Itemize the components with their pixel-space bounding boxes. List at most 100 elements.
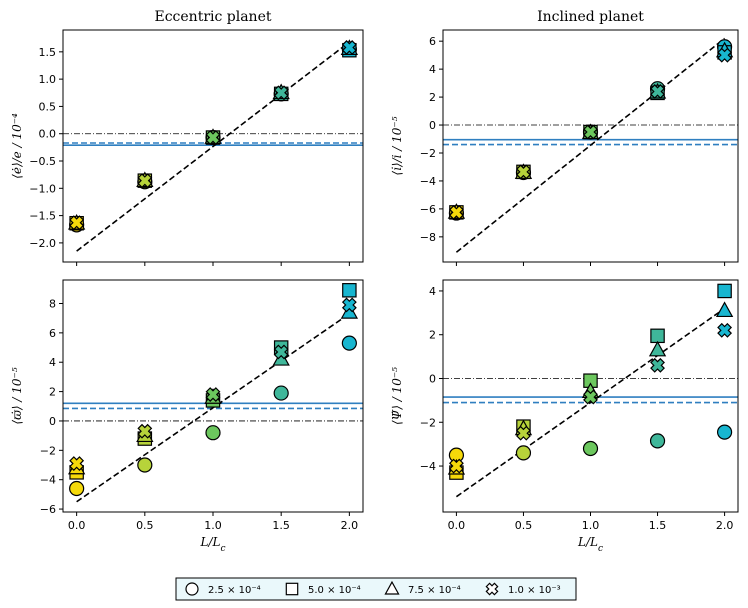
y-tick-label: 0 xyxy=(429,372,436,385)
y-tick-label: 0.0 xyxy=(39,128,57,141)
y-tick-label: −2 xyxy=(40,444,56,457)
y-axis-label: ⟨ϖ̇⟩ / 10⁻⁵ xyxy=(10,367,24,424)
y-tick-label: −2.0 xyxy=(29,237,56,250)
legend-label: 7.5 × 10⁻⁴ xyxy=(408,585,461,596)
data-point-circle-3 xyxy=(273,385,289,401)
y-tick-label: −1.0 xyxy=(29,182,56,195)
data-point-circle-2 xyxy=(582,440,599,457)
x-tick-label: 2.0 xyxy=(716,519,734,532)
data-point-x-0 xyxy=(448,204,464,220)
data-point-x-0 xyxy=(448,458,464,474)
y-tick-label: 6 xyxy=(429,35,436,48)
legend-label: 1.0 × 10⁻³ xyxy=(508,585,561,596)
data-point-circle-1 xyxy=(137,457,153,473)
chart-panel-1: −2.0 −1.5 −1.0 −0.5 0.0 0.5 1.0 1.5 Eccentric pl… xyxy=(10,9,364,266)
y-tick-label: −2 xyxy=(420,147,436,160)
fit-line xyxy=(76,313,350,503)
data-point-triangle-4 xyxy=(715,301,734,318)
y-tick-label: 4 xyxy=(429,285,436,298)
y-axis-label: ⟨i̇⟩/i / 10⁻⁵ xyxy=(390,116,404,175)
legend-marker-square xyxy=(285,582,299,596)
data-point-x-4 xyxy=(341,297,357,313)
y-axis-label: ⟨ė⟩/e / 10⁻⁴ xyxy=(10,113,24,179)
data-point-x-1 xyxy=(137,173,153,189)
data-point-x-2 xyxy=(583,389,598,405)
x-tick-label: 1.0 xyxy=(582,519,600,532)
data-point-x-0 xyxy=(69,215,85,231)
x-tick-label: 1.5 xyxy=(272,519,290,532)
data-point-circle-1 xyxy=(515,445,532,461)
data-point-x-2 xyxy=(583,124,598,140)
y-tick-label: 0 xyxy=(49,415,56,428)
panel-title: Eccentric planet xyxy=(154,9,271,25)
data-point-x-3 xyxy=(273,85,289,101)
plot-area xyxy=(443,37,738,253)
y-tick-label: −4 xyxy=(420,175,436,188)
data-point-x-3 xyxy=(650,357,665,373)
x-tick-label: 0.5 xyxy=(136,519,154,532)
x-axis-label: L/Lc xyxy=(577,535,603,554)
data-point-x-4 xyxy=(717,322,733,338)
data-point-square-4 xyxy=(717,283,732,299)
y-tick-label: −1.5 xyxy=(29,210,56,223)
y-tick-label: −6 xyxy=(420,203,436,216)
data-point-x-1 xyxy=(516,425,531,441)
fit-line xyxy=(455,37,726,253)
legend-box xyxy=(175,577,577,601)
y-tick-label: 1.5 xyxy=(39,46,57,59)
y-tick-label: −4 xyxy=(40,474,56,487)
data-point-circle-2 xyxy=(205,425,221,441)
y-tick-label: 0 xyxy=(429,119,436,132)
legend-label: 5.0 × 10⁻⁴ xyxy=(308,585,361,596)
x-tick-label: 1.5 xyxy=(649,519,667,532)
plot-area xyxy=(63,39,363,252)
y-tick-label: −0.5 xyxy=(29,155,56,168)
data-point-x-2 xyxy=(205,130,221,145)
y-tick-label: 4 xyxy=(429,63,436,76)
data-point-circle-3 xyxy=(649,433,666,449)
data-point-x-0 xyxy=(69,456,85,471)
y-tick-label: 0.5 xyxy=(39,100,57,113)
x-tick-label: 0.0 xyxy=(68,519,86,532)
x-axis-label: L/Lc xyxy=(199,535,225,554)
legend-marker-x xyxy=(485,582,499,596)
data-point-triangle-3 xyxy=(648,340,667,357)
y-tick-label: −6 xyxy=(40,503,56,516)
y-tick-label: −8 xyxy=(420,231,436,244)
plot-area xyxy=(63,283,363,503)
y-tick-label: −2 xyxy=(420,416,436,429)
data-point-circle-0 xyxy=(69,480,85,497)
fit-line xyxy=(76,41,350,252)
y-tick-label: 2 xyxy=(49,386,56,399)
fit-line xyxy=(455,307,726,498)
y-tick-label: 6 xyxy=(49,327,56,340)
y-tick-label: 2 xyxy=(429,91,436,104)
y-tick-label: 1.0 xyxy=(39,73,57,86)
y-tick-label: −4 xyxy=(420,460,436,473)
data-point-x-3 xyxy=(650,84,665,99)
y-tick-label: 8 xyxy=(49,297,56,310)
y-tick-label: 4 xyxy=(49,356,56,369)
data-point-x-4 xyxy=(341,40,357,55)
x-tick-label: 1.0 xyxy=(204,519,222,532)
y-axis-label: ⟨Ψ̇⟩ / 10⁻⁵ xyxy=(390,367,404,425)
x-tick-label: 2.0 xyxy=(341,519,359,532)
data-point-circle-4 xyxy=(716,424,733,440)
data-point-square-3 xyxy=(650,328,665,344)
data-point-x-3 xyxy=(273,344,289,360)
legend-label: 2.5 × 10⁻⁴ xyxy=(208,585,261,596)
legend: 2.5 × 10⁻⁴ 5.0 × 10⁻⁴ 7.5 × 10⁻⁴ 1.0 × 10⁻³ xyxy=(175,577,577,601)
data-point-x-1 xyxy=(516,164,531,180)
x-tick-label: 0.0 xyxy=(448,519,466,532)
chart-panel-3: 0.0 0.5 1.0 1.5 2.0 −6 −4 −2 0 2 4 6 8 L/Lc ⟨ϖ̇⟩ / 10⁻… xyxy=(10,279,364,554)
chart-panel-2: −8 −6 −4 −2 0 2 4 6 Inclined planet ⟨i̇⟩/i / 10⁻⁵ xyxy=(390,9,739,266)
x-tick-label: 0.5 xyxy=(515,519,533,532)
data-point-square-4 xyxy=(342,283,357,298)
plot-area xyxy=(443,283,738,498)
y-tick-label: 2 xyxy=(429,329,436,342)
data-point-x-1 xyxy=(137,423,153,439)
legend-marker-circle xyxy=(185,582,199,596)
data-point-x-2 xyxy=(205,387,221,402)
data-point-circle-4 xyxy=(341,335,357,351)
